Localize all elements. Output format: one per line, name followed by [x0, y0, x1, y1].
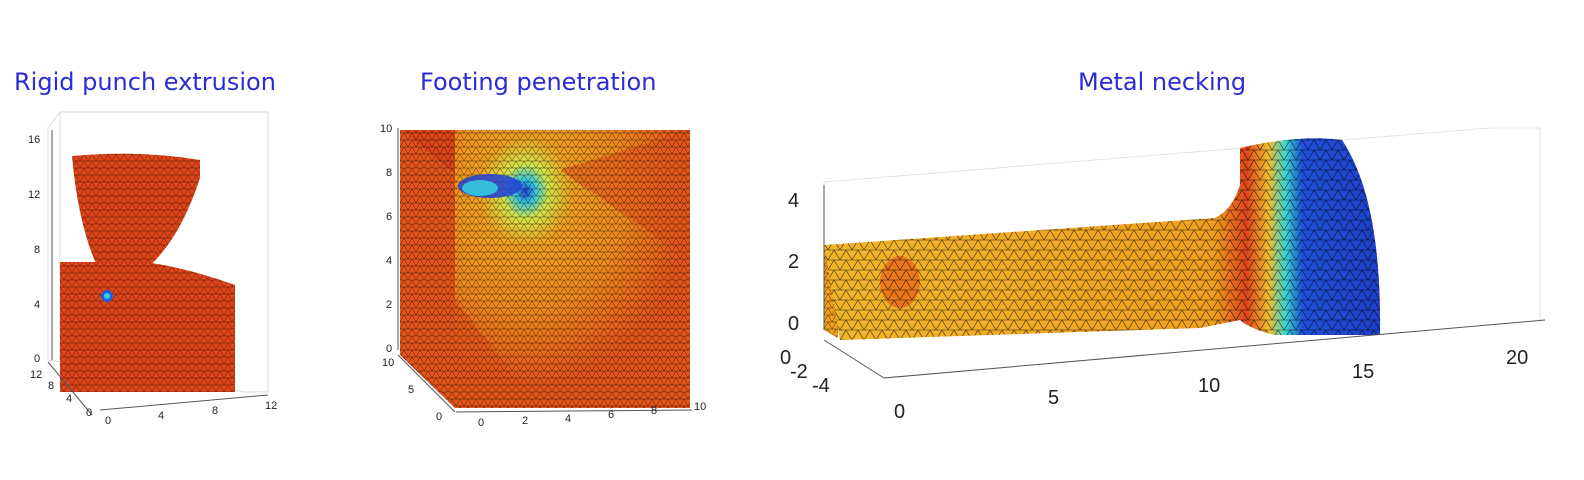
x-tick-15: 15	[1352, 361, 1374, 383]
z-tick-4: 4	[34, 299, 40, 311]
panel-title-metal-necking: Metal necking	[1078, 68, 1247, 96]
z-tick-0: 0	[386, 343, 392, 355]
x-tick-8: 8	[212, 405, 218, 417]
z-tick-0: 0	[34, 353, 40, 365]
metal-necking-plot: 0 2 4 0 -2 -4 0 5 10 15 20	[780, 127, 1546, 423]
z-tick-2: 2	[386, 299, 392, 311]
z-tick-16: 16	[28, 134, 40, 146]
x-tick-0: 0	[894, 401, 905, 423]
z-tick-4: 4	[788, 190, 799, 212]
y-tick-10: 10	[382, 357, 394, 369]
z-tick-2: 2	[788, 251, 799, 273]
z-tick-12: 12	[28, 189, 40, 201]
x-tick-20: 20	[1506, 347, 1528, 369]
x-tick-2: 2	[522, 415, 528, 427]
x-tick-5: 5	[1048, 387, 1059, 409]
panel-title-footing: Footing penetration	[420, 68, 657, 96]
y-tick-0: 0	[436, 411, 442, 423]
x-tick-12: 12	[265, 400, 277, 412]
rigid-punch-plot: 0 4 8 12 16 12 8 4 0 0 4 8 12	[28, 111, 277, 427]
y-tick-0: 0	[86, 407, 92, 419]
x-tick-8: 8	[651, 405, 657, 417]
y-tick-8: 8	[48, 380, 54, 392]
z-tick-8: 8	[34, 244, 40, 256]
y-tick-5: 5	[408, 384, 414, 396]
x-tick-4: 4	[565, 413, 571, 425]
x-tick-6: 6	[608, 409, 614, 421]
z-tick-0: 0	[788, 313, 799, 335]
x-tick-10: 10	[1198, 375, 1220, 397]
z-tick-8: 8	[386, 167, 392, 179]
panel-title-rigid-punch: Rigid punch extrusion	[14, 68, 276, 96]
y-tick-neg2: -2	[790, 361, 808, 383]
x-tick-0: 0	[105, 415, 111, 427]
footing-plot: 0 2 4 6 8 10 10 5 0 0 2 4 6 8 10	[380, 123, 706, 429]
x-tick-4: 4	[158, 410, 164, 422]
z-tick-4: 4	[386, 255, 392, 267]
y-tick-4: 4	[66, 393, 72, 405]
y-tick-neg4: -4	[812, 375, 830, 397]
y-tick-0: 0	[780, 347, 791, 369]
y-tick-12: 12	[30, 369, 42, 381]
z-tick-6: 6	[386, 211, 392, 223]
z-tick-10: 10	[380, 123, 392, 135]
x-tick-0: 0	[478, 417, 484, 429]
x-tick-10: 10	[694, 401, 706, 413]
